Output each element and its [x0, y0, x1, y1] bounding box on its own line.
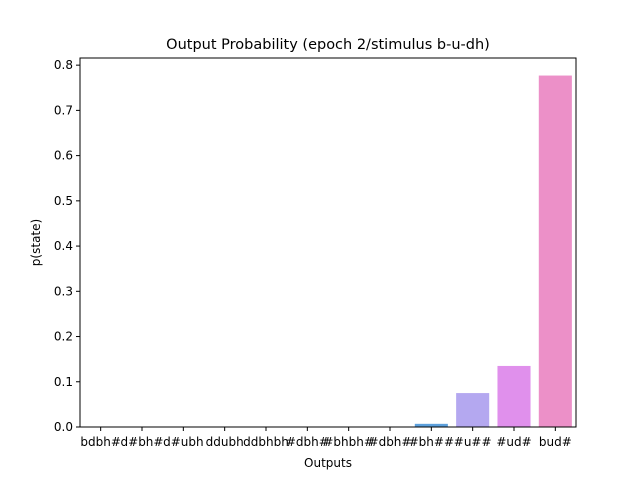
y-tick-label: 0.1: [54, 375, 73, 389]
x-tick-label: #dbh#: [286, 435, 329, 449]
x-tick-label: bdbh#: [80, 435, 121, 449]
bars: [414, 75, 572, 428]
y-tick-label: 0.7: [54, 103, 73, 117]
y-axis-label: p(state): [29, 219, 43, 266]
x-tick-label: d#ubh: [163, 435, 204, 449]
bar: [456, 393, 490, 427]
x-tick-label: ddubh: [206, 435, 244, 449]
x-tick-label: #bhbh#: [323, 435, 374, 449]
y-tick-label: 0.5: [54, 194, 73, 208]
x-tick-label: bud#: [539, 435, 572, 449]
x-tick-label: #bh##: [409, 435, 454, 449]
bar: [497, 365, 531, 427]
x-axis: bdbh# d#bh# d#ubh ddubh ddbhbh#dbh##bhbh##db…: [80, 427, 572, 449]
x-axis-label: Outputs: [304, 456, 352, 470]
bar: [538, 75, 572, 428]
chart-title: Output Probability (epoch 2/stimulus b-u…: [166, 37, 490, 53]
x-tick-label: ddbhbh: [243, 435, 289, 449]
y-tick-label: 0.8: [54, 58, 73, 72]
x-tick-label: d#bh#: [121, 435, 164, 449]
y-tick-label: 0.0: [54, 420, 73, 434]
y-axis: 0.0 0.1 0.2 0.3 0.4 0.5 0.6 0.7 0.8: [54, 58, 80, 434]
x-tick-label: #u##: [454, 435, 492, 449]
y-tick-label: 0.6: [54, 149, 73, 163]
y-tick-label: 0.3: [54, 284, 73, 298]
y-tick-label: 0.2: [54, 330, 73, 344]
plot-area: 0.0 0.1 0.2 0.3 0.4 0.5 0.6 0.7 0.8 bdbh# d#bh# d#…: [54, 57, 577, 449]
x-tick-label: #dbh#: [369, 435, 412, 449]
y-tick-label: 0.4: [54, 239, 73, 253]
plot-frame: [79, 57, 577, 428]
bar: [414, 423, 448, 427]
x-tick-label: #ud#: [496, 435, 531, 449]
